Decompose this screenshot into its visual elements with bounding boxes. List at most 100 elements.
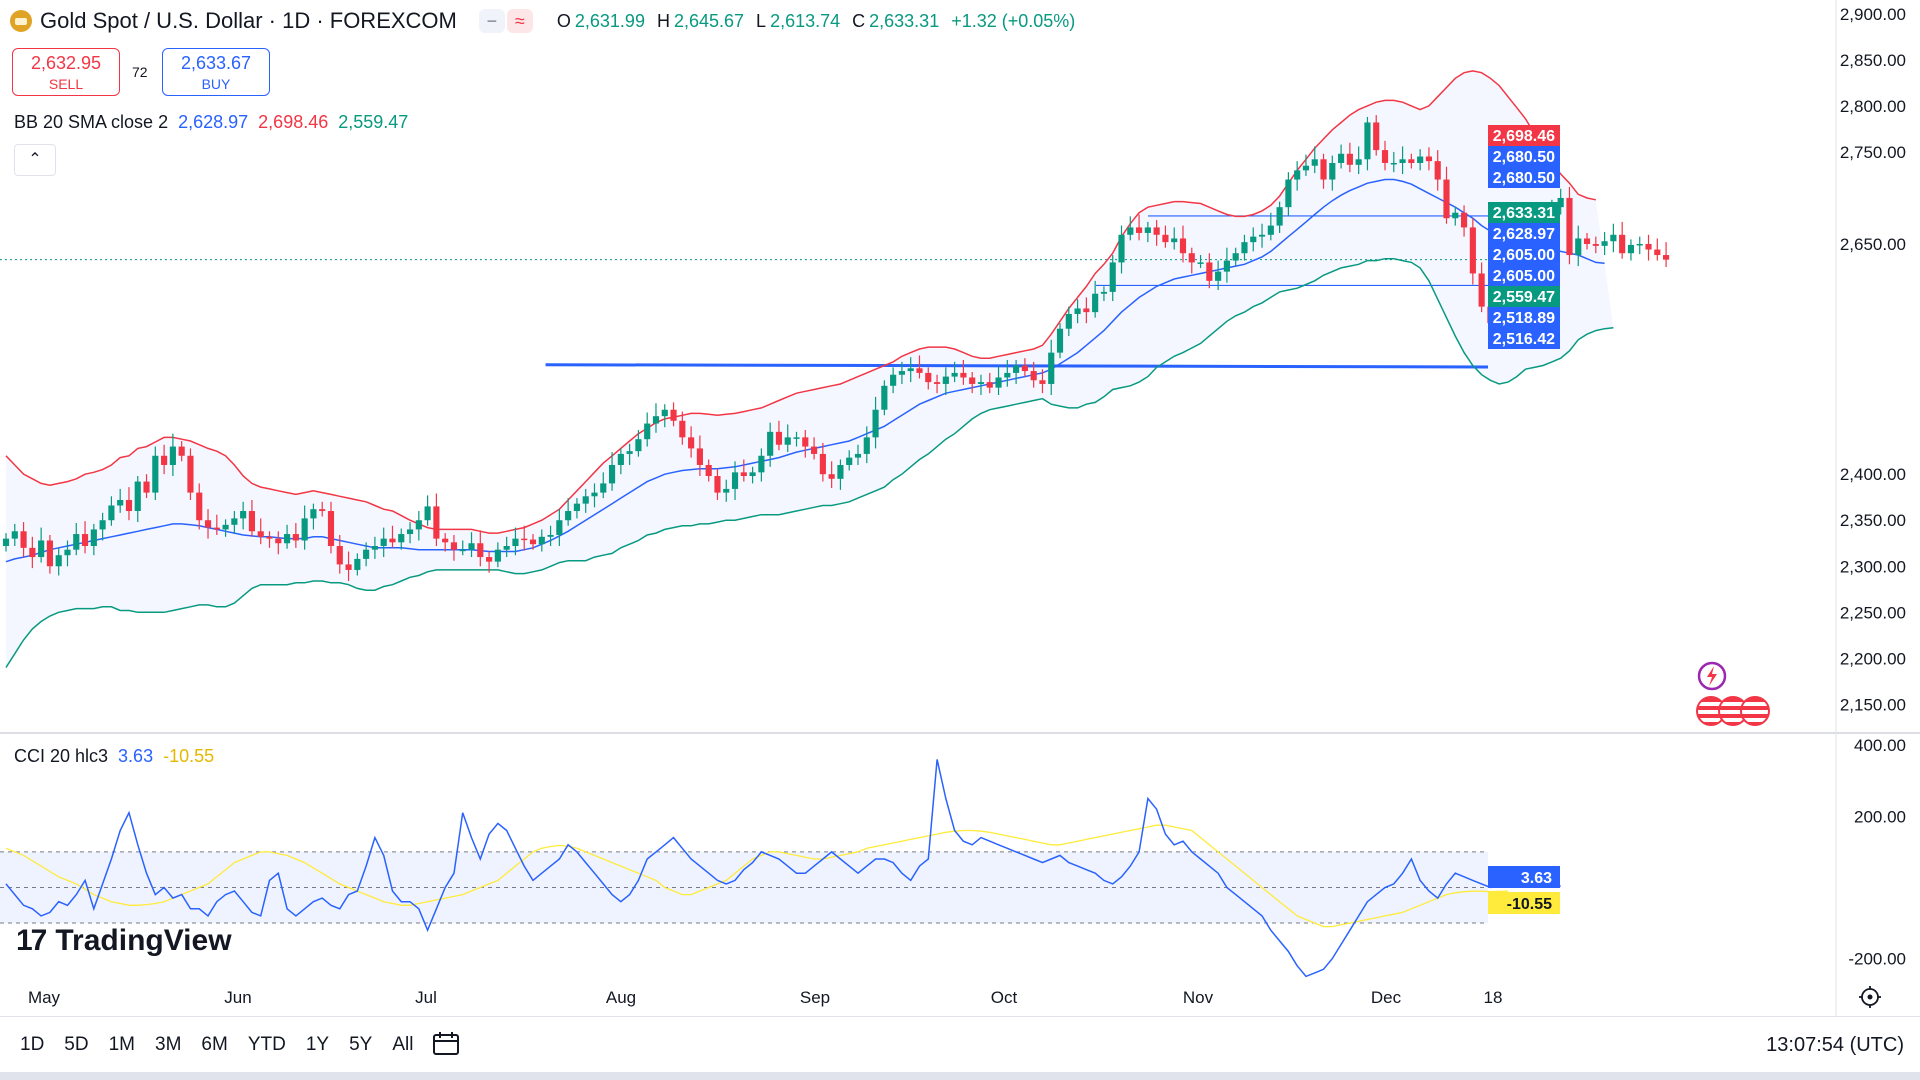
price-tag-label: 2,698.46 <box>1493 128 1555 145</box>
candle-body <box>1373 122 1380 151</box>
utc-clock[interactable]: 13:07:54 (UTC) <box>1766 1034 1904 1056</box>
candle-body <box>1364 122 1371 160</box>
range-button-5y[interactable]: 5Y <box>349 1034 373 1055</box>
economic-events[interactable] <box>1696 696 1770 726</box>
flash-icon[interactable] <box>1696 660 1728 692</box>
candle-body <box>556 520 563 535</box>
candle-body <box>389 538 396 543</box>
price-tag-box <box>1488 125 1560 146</box>
candle-body <box>1065 313 1072 329</box>
candle-body <box>925 372 932 383</box>
price-tick-label: 2,200.00 <box>1840 649 1906 668</box>
header-toggles[interactable]: − ≈ <box>478 9 533 33</box>
minus-icon[interactable]: − <box>478 9 505 33</box>
calendar-range-icon[interactable] <box>432 1030 460 1056</box>
candle-body <box>1566 197 1573 256</box>
candle-body <box>1469 227 1476 274</box>
bb-label: BB 20 SMA close 2 <box>14 112 169 132</box>
cci-legend[interactable]: CCI 20 hlc3 3.63 -10.55 <box>14 746 214 767</box>
chevron-up-icon: ⌃ <box>28 151 42 168</box>
price-tag-box <box>1488 328 1560 349</box>
candle-body <box>248 511 256 532</box>
range-button-1d[interactable]: 1D <box>20 1034 45 1055</box>
range-button-6m[interactable]: 6M <box>201 1034 228 1055</box>
candle-body <box>933 382 941 384</box>
price-tag-label: 2,559.47 <box>1493 289 1555 306</box>
sell-button[interactable]: 2,632.95 SELL <box>12 48 120 96</box>
candle-body <box>512 538 519 547</box>
range-selector[interactable]: 1D 5D 1M 3M 6M YTD 1Y 5Y All <box>20 1034 433 1056</box>
range-button-ytd[interactable]: YTD <box>247 1034 286 1055</box>
price-tag-label: 2,516.42 <box>1493 331 1555 348</box>
bb-lower-line <box>5 257 1614 668</box>
candle-body <box>1619 234 1626 254</box>
candle-body <box>354 558 361 570</box>
range-button-5d[interactable]: 5D <box>64 1034 89 1055</box>
range-button-1y[interactable]: 1Y <box>305 1034 330 1055</box>
cci-label: CCI 20 hlc3 <box>14 746 109 766</box>
price-tick-label: 2,350.00 <box>1840 511 1906 530</box>
us-flag-icon[interactable] <box>1740 696 1770 726</box>
price-tick-label: 2,750.00 <box>1840 143 1906 162</box>
candle-body <box>573 503 581 512</box>
range-button-all[interactable]: All <box>392 1034 414 1055</box>
candle-body <box>1074 308 1081 314</box>
candle-body <box>977 382 985 384</box>
range-button-3m[interactable]: 3M <box>155 1034 182 1055</box>
candle-body <box>433 506 440 539</box>
candle-body <box>890 374 897 386</box>
symbol-title[interactable]: Gold Spot / U.S. Dollar · 1D · FOREXCOM <box>40 8 457 33</box>
spread-value: 72 <box>132 64 148 80</box>
approx-icon[interactable]: ≈ <box>506 9 533 33</box>
candle-body <box>459 549 466 552</box>
candle-body <box>1575 238 1582 256</box>
candle-body <box>1654 249 1661 256</box>
price-tag-label: 2,680.50 <box>1493 170 1555 187</box>
candle-body <box>661 409 668 417</box>
candle-body <box>846 457 853 465</box>
candle-body <box>591 492 598 497</box>
candle-body <box>450 542 458 550</box>
candle-body <box>969 377 976 384</box>
candle-body <box>907 368 914 372</box>
candle-body <box>1171 238 1178 243</box>
candle-body <box>1417 156 1424 163</box>
candle-body <box>767 431 774 456</box>
candle-body <box>1452 212 1459 219</box>
cci-tag-box <box>1488 892 1560 914</box>
range-button-1m[interactable]: 1M <box>108 1034 135 1055</box>
candle-body <box>1118 234 1125 263</box>
candle-body <box>1443 179 1450 219</box>
candle-body <box>196 492 203 521</box>
close-label: C <box>852 10 866 31</box>
candle-body <box>108 505 115 521</box>
candle-body <box>529 539 537 545</box>
goto-realtime-icon[interactable] <box>1858 985 1882 1009</box>
candle-body <box>494 549 501 562</box>
candle-body <box>398 534 405 543</box>
candle-body <box>46 540 53 567</box>
candle-body <box>204 520 212 528</box>
time-axis-label: Sep <box>799 988 831 1007</box>
candle-body <box>1232 253 1239 261</box>
candle-body <box>1627 244 1635 254</box>
candle-body <box>644 423 651 440</box>
candle-body <box>1294 170 1301 180</box>
buy-button[interactable]: 2,633.67 BUY <box>162 48 270 96</box>
collapse-legend-button[interactable]: ⌃ <box>14 144 56 176</box>
candle-body <box>1592 244 1599 246</box>
price-tag-label: 2,680.50 <box>1493 149 1555 166</box>
price-chart[interactable]: 2,900.00 2,850.00 2,800.00 2,750.00 2,650.00… <box>0 0 1920 1016</box>
candle-body <box>486 557 493 562</box>
candle-body <box>740 472 747 477</box>
candle-body <box>960 372 967 378</box>
price-tick-label: 2,850.00 <box>1840 51 1906 70</box>
time-axis-label: Jul <box>415 988 437 1007</box>
candle-body <box>213 527 220 530</box>
cci-value: 3.63 <box>118 746 154 766</box>
candle-body <box>1610 234 1617 242</box>
candle-body <box>608 464 616 484</box>
bb-legend[interactable]: BB 20 SMA close 2 2,628.97 2,698.46 2,55… <box>14 112 408 133</box>
candle-body <box>55 555 62 567</box>
price-tag-box <box>1488 167 1560 188</box>
